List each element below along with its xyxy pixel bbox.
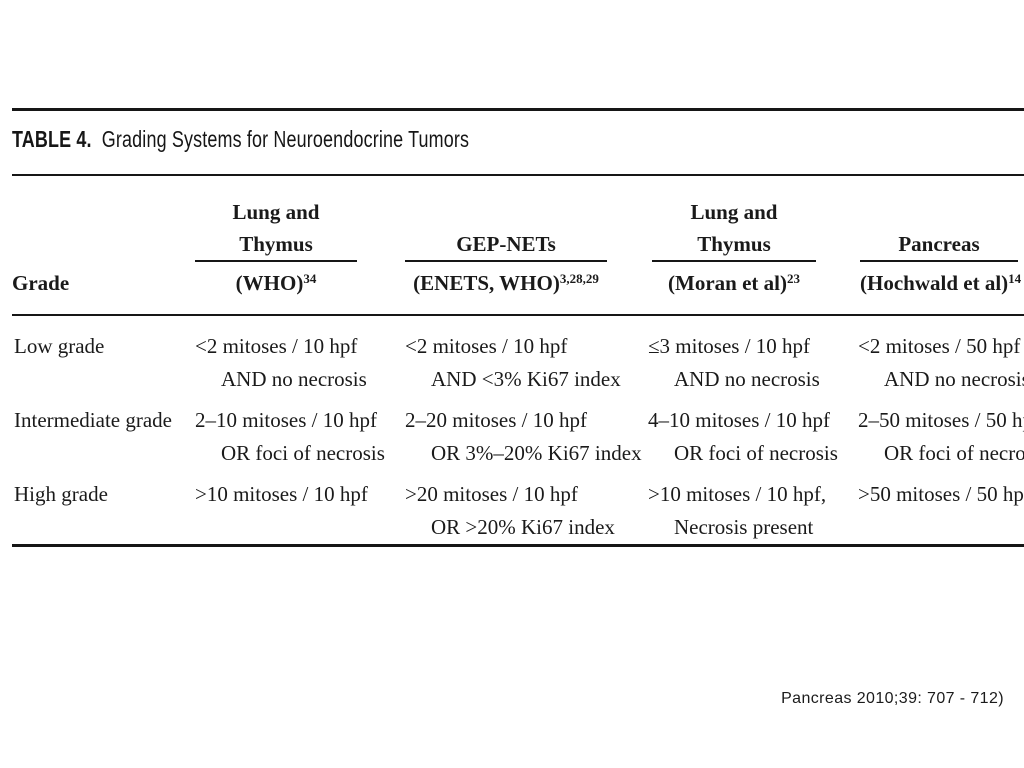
table-cell: <2 mitoses / 10 hpf AND <3% Ki67 index: [405, 315, 632, 396]
cell-line-2: OR foci of necrosis: [221, 441, 385, 465]
cell-line-2: AND no necrosis: [221, 367, 367, 391]
column-header-grade: Grade: [12, 176, 195, 316]
cell-line-1: >10 mitoses / 10 hpf: [195, 482, 368, 506]
column-sub-label: (ENETS, WHO)3,28,29: [413, 271, 599, 295]
row-label: Low grade: [14, 334, 105, 358]
cell-line-2: OR >20% Ki67 index: [431, 515, 615, 539]
cell-line-1: <2 mitoses / 10 hpf: [405, 334, 568, 358]
reference-superscript: 14: [1008, 271, 1022, 286]
table-figure: TABLE 4. Grading Systems for Neuroendocri…: [12, 108, 1024, 547]
column-sub-label: (Hochwald et al)14: [860, 271, 1022, 295]
title-divider-rule: [12, 174, 1024, 176]
cell-line-2: Necrosis present: [674, 515, 814, 539]
cell-line-2: AND no necrosis: [674, 367, 820, 391]
table-row-high-grade: High grade >10 mitoses / 10 hpf >20 mito…: [12, 470, 1024, 544]
reference-superscript: 34: [303, 271, 317, 286]
cell-line-1: ≤3 mitoses / 10 hpf: [648, 334, 811, 358]
row-label: High grade: [14, 482, 108, 506]
cell-line-2: AND no necrosis: [884, 367, 1024, 391]
table-cell: <2 mitoses / 10 hpf AND no necrosis: [195, 315, 405, 396]
bottom-rule: [12, 544, 1024, 547]
citation: Pancreas 2010;39: 707 - 712): [781, 690, 1004, 707]
column-header-lung-thymus-moran: Lung and Thymus (Moran et al)23: [632, 176, 858, 316]
table-number-label: TABLE 4.: [12, 126, 92, 152]
table-cell: >20 mitoses / 10 hpf OR >20% Ki67 index: [405, 470, 632, 544]
table-cell: <2 mitoses / 50 hpf AND no necrosis: [858, 315, 1024, 396]
header-row: Grade Lung and Thymus (WHO)34 GEP-NETs (…: [12, 176, 1024, 316]
cell-line-1: <2 mitoses / 50 hpf: [858, 334, 1021, 358]
column-sub-label: (WHO)34: [235, 271, 317, 295]
table-row-low-grade: Low grade <2 mitoses / 10 hpf AND no nec…: [12, 315, 1024, 396]
table-row-intermediate-grade: Intermediate grade 2–10 mitoses / 10 hpf…: [12, 396, 1024, 470]
cell-line-2: OR foci of necrosis: [674, 441, 838, 465]
cell-line-1: >50 mitoses / 50 hpf: [858, 482, 1024, 506]
figure-title: TABLE 4. Grading Systems for Neuroendocri…: [12, 111, 1024, 174]
cell-line-1: 2–10 mitoses / 10 hpf: [195, 408, 377, 432]
table-cell: ≤3 mitoses / 10 hpf AND no necrosis: [632, 315, 858, 396]
table-cell: 2–20 mitoses / 10 hpf OR 3%–20% Ki67 ind…: [405, 396, 642, 470]
cell-line-2: OR foci of necrosis: [884, 441, 1024, 465]
column-header-pancreas: Pancreas (Hochwald et al)14: [858, 176, 1024, 316]
reference-superscript: 3,28,29: [559, 271, 599, 286]
reference-superscript: 23: [786, 271, 800, 286]
column-group-label: Lung and Thymus: [652, 176, 816, 262]
column-header-lung-thymus-who: Lung and Thymus (WHO)34: [195, 176, 405, 316]
table-cell: 2–50 mitoses / 50 hpf OR foci of necrosi…: [858, 396, 1024, 470]
table-cell: >50 mitoses / 50 hpf: [858, 470, 1024, 544]
column-group-label: GEP-NETs: [405, 208, 607, 262]
column-group-label: Lung and Thymus: [195, 176, 357, 262]
cell-line-2: AND <3% Ki67 index: [431, 367, 621, 391]
cell-line-1: >20 mitoses / 10 hpf: [405, 482, 578, 506]
table-cell: >10 mitoses / 10 hpf, Necrosis present: [632, 470, 858, 544]
top-rule: [12, 108, 1024, 111]
cell-line-1: 2–20 mitoses / 10 hpf: [405, 408, 587, 432]
column-sub-label: (Moran et al)23: [668, 271, 800, 295]
table-cell: >10 mitoses / 10 hpf: [195, 470, 405, 544]
cell-line-1: <2 mitoses / 10 hpf: [195, 334, 358, 358]
table-cell: 4–10 mitoses / 10 hpf OR foci of necrosi…: [632, 396, 858, 470]
figure-title-text: Grading Systems for Neuroendocrine Tumor…: [101, 126, 470, 152]
cell-line-1: >10 mitoses / 10 hpf,: [648, 482, 827, 506]
cell-line-1: 2–50 mitoses / 50 hpf: [858, 408, 1024, 432]
column-group-label: Pancreas: [860, 208, 1018, 262]
table-cell: 2–10 mitoses / 10 hpf OR foci of necrosi…: [195, 396, 405, 470]
cell-line-2: OR 3%–20% Ki67 index: [431, 441, 642, 465]
column-header-gep-nets: GEP-NETs (ENETS, WHO)3,28,29: [405, 176, 632, 316]
grading-table: Grade Lung and Thymus (WHO)34 GEP-NETs (…: [12, 176, 1024, 544]
cell-line-1: 4–10 mitoses / 10 hpf: [648, 408, 830, 432]
row-label: Intermediate grade: [14, 408, 172, 432]
